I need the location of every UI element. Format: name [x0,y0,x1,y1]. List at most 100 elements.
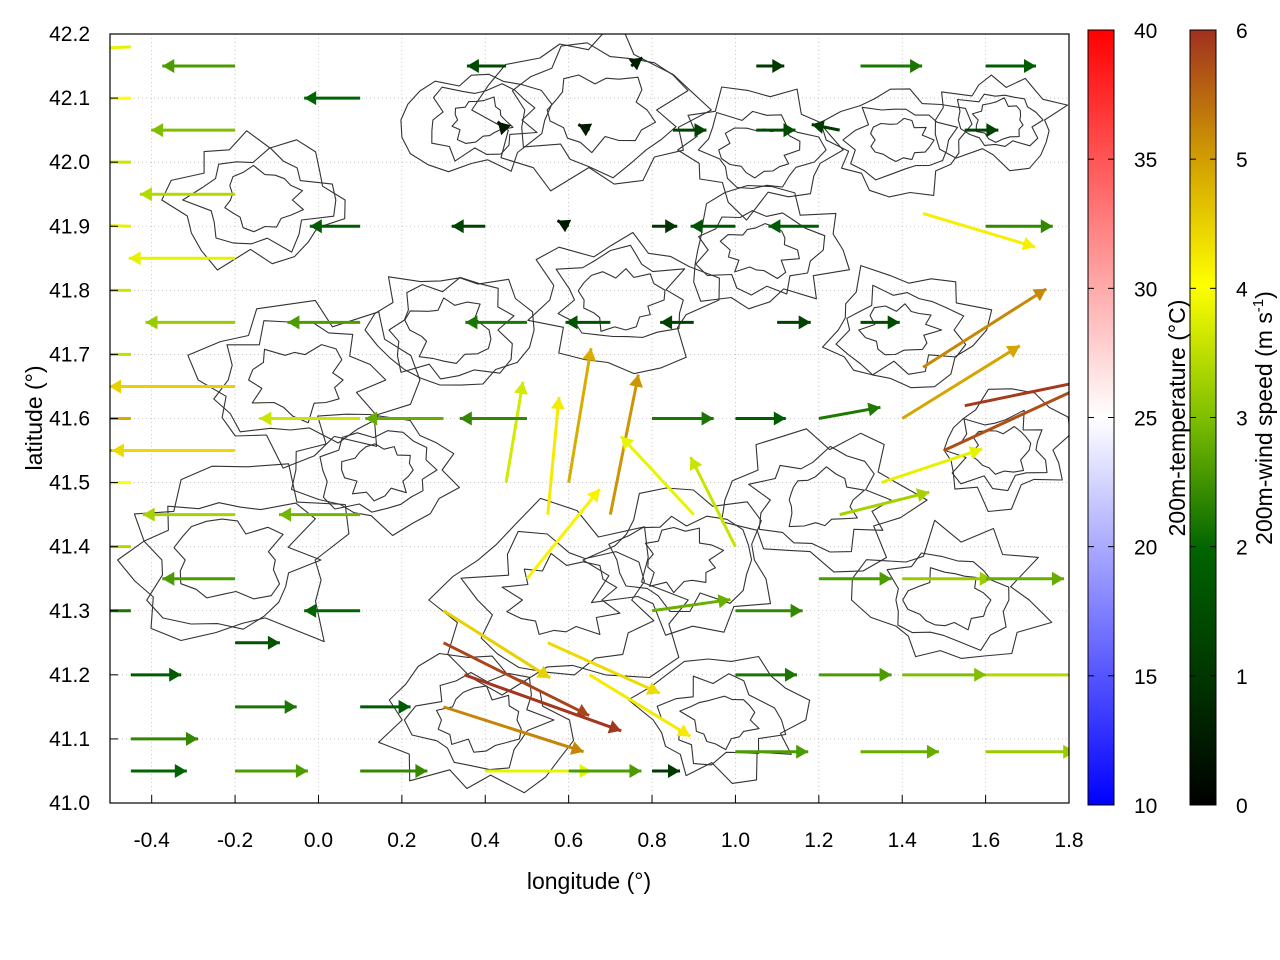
x-tick-label: 1.8 [1054,829,1083,852]
wind-vector-head [33,347,45,361]
wind-vector-head [690,219,703,234]
wind-vector-head [142,507,155,522]
wind-vector-head [259,411,272,426]
wind-vector [811,120,840,134]
x-tick-label: 1.2 [804,829,833,852]
wind-vector-shaft [651,598,731,613]
wind-vector [443,705,585,755]
wind-vector [651,594,731,613]
wind-vector-head [772,59,785,73]
wind-vector-head [798,315,811,330]
colorbar-tick-label: 0 [1236,795,1248,818]
colorbar-tick-label: 4 [1236,278,1248,301]
wind-vector-shaft [547,641,661,695]
wind-vector-head [151,123,164,138]
terrain-contour [934,74,1069,172]
terrain-contour [555,244,686,338]
wind-vector [128,251,236,266]
wind-vector [901,344,1021,420]
wind-vector [442,641,590,717]
wind-speed-colorbar-label: 200m-wind speed (m s-1) [1250,291,1277,545]
terrain-contour [956,93,1044,147]
wind-vector-head [284,699,297,714]
wind-vector [304,91,361,106]
wind-vector-head [30,283,42,297]
x-tick-label: 0.8 [637,829,666,852]
wind-vector-head [139,187,152,202]
terrain-contour [400,73,553,173]
wind-vector-head [628,57,643,71]
wind-vector-head [926,744,939,759]
wind-vector-head [466,59,479,73]
terrain-contour [248,344,344,424]
terrain-contour [821,265,993,389]
wind-vector [463,673,622,734]
wind-vector-head [660,315,673,330]
wind-vector-head [701,411,714,426]
wind-vector [922,211,1036,251]
wind-vector-head [451,219,464,234]
wind-vector [504,381,528,483]
terrain-contour [546,74,657,154]
wind-vector-head [497,121,512,136]
wind-vector [110,45,131,50]
terrain-contour [870,117,935,163]
wind-vector-shaft [588,673,692,738]
wind-vector [619,435,695,516]
wind-vector-head [19,94,31,108]
wind-vector [365,411,444,426]
colorbar-tick-label: 1 [1236,666,1248,689]
wind-vector [777,315,811,330]
terrain-contour [902,567,992,631]
x-tick-label: 1.0 [721,829,750,852]
wind-vector-head [582,348,596,362]
x-tick-label: 0.0 [304,829,333,852]
wind-vector-shaft [839,490,930,517]
terrain-contour [182,147,337,253]
terrain-contour [404,297,492,364]
wind-vector [943,382,1090,452]
wind-vector-head [162,571,175,586]
wind-vector-head [514,381,528,395]
y-tick-label: 42.2 [49,23,90,46]
wind-vector-head [1076,382,1090,395]
wind-vector-head [110,379,122,394]
y-tick-label: 41.7 [49,343,90,366]
y-tick-label: 42.0 [49,151,90,174]
wind-vector-head [287,315,300,330]
terrain-contour [886,552,1010,651]
wind-vector [130,667,182,682]
wind-vector [660,315,694,330]
wind-vector-shaft [525,488,601,580]
terrain-contour [364,276,535,386]
wind-vector-head [986,123,999,138]
wind-vector [689,456,737,548]
terrain-contour [608,515,753,613]
wind-vector-head [586,489,600,503]
wind-vector [902,667,987,682]
wind-vector [360,699,411,714]
wind-vector [162,59,236,73]
wind-vector-head [796,744,809,759]
wind-vector-head [267,635,280,650]
wind-vector-head [694,123,707,138]
terrain-contour [695,210,826,296]
wind-vector [235,635,280,650]
wind-vector-head [968,446,983,460]
wind-vector-head [30,155,42,169]
terrain-contour [721,428,928,573]
wind-vector [360,764,428,778]
wind-vector [735,667,798,682]
wind-vector [880,446,983,485]
temperature-colorbar-label: 200m-temperature (°C) [1164,300,1190,537]
wind-vector-head [910,59,923,73]
wind-vector-head [0,412,6,426]
x-tick-label: 1.6 [971,829,1000,852]
wind-vector [964,382,1069,408]
wind-vector-head [811,120,825,134]
wind-vector-shaft [943,391,1069,452]
wind-vector-shaft [901,344,1021,420]
colorbar-tick-label: 3 [1236,408,1248,431]
wind-vector-head [398,699,411,714]
wind-vector [525,488,601,580]
